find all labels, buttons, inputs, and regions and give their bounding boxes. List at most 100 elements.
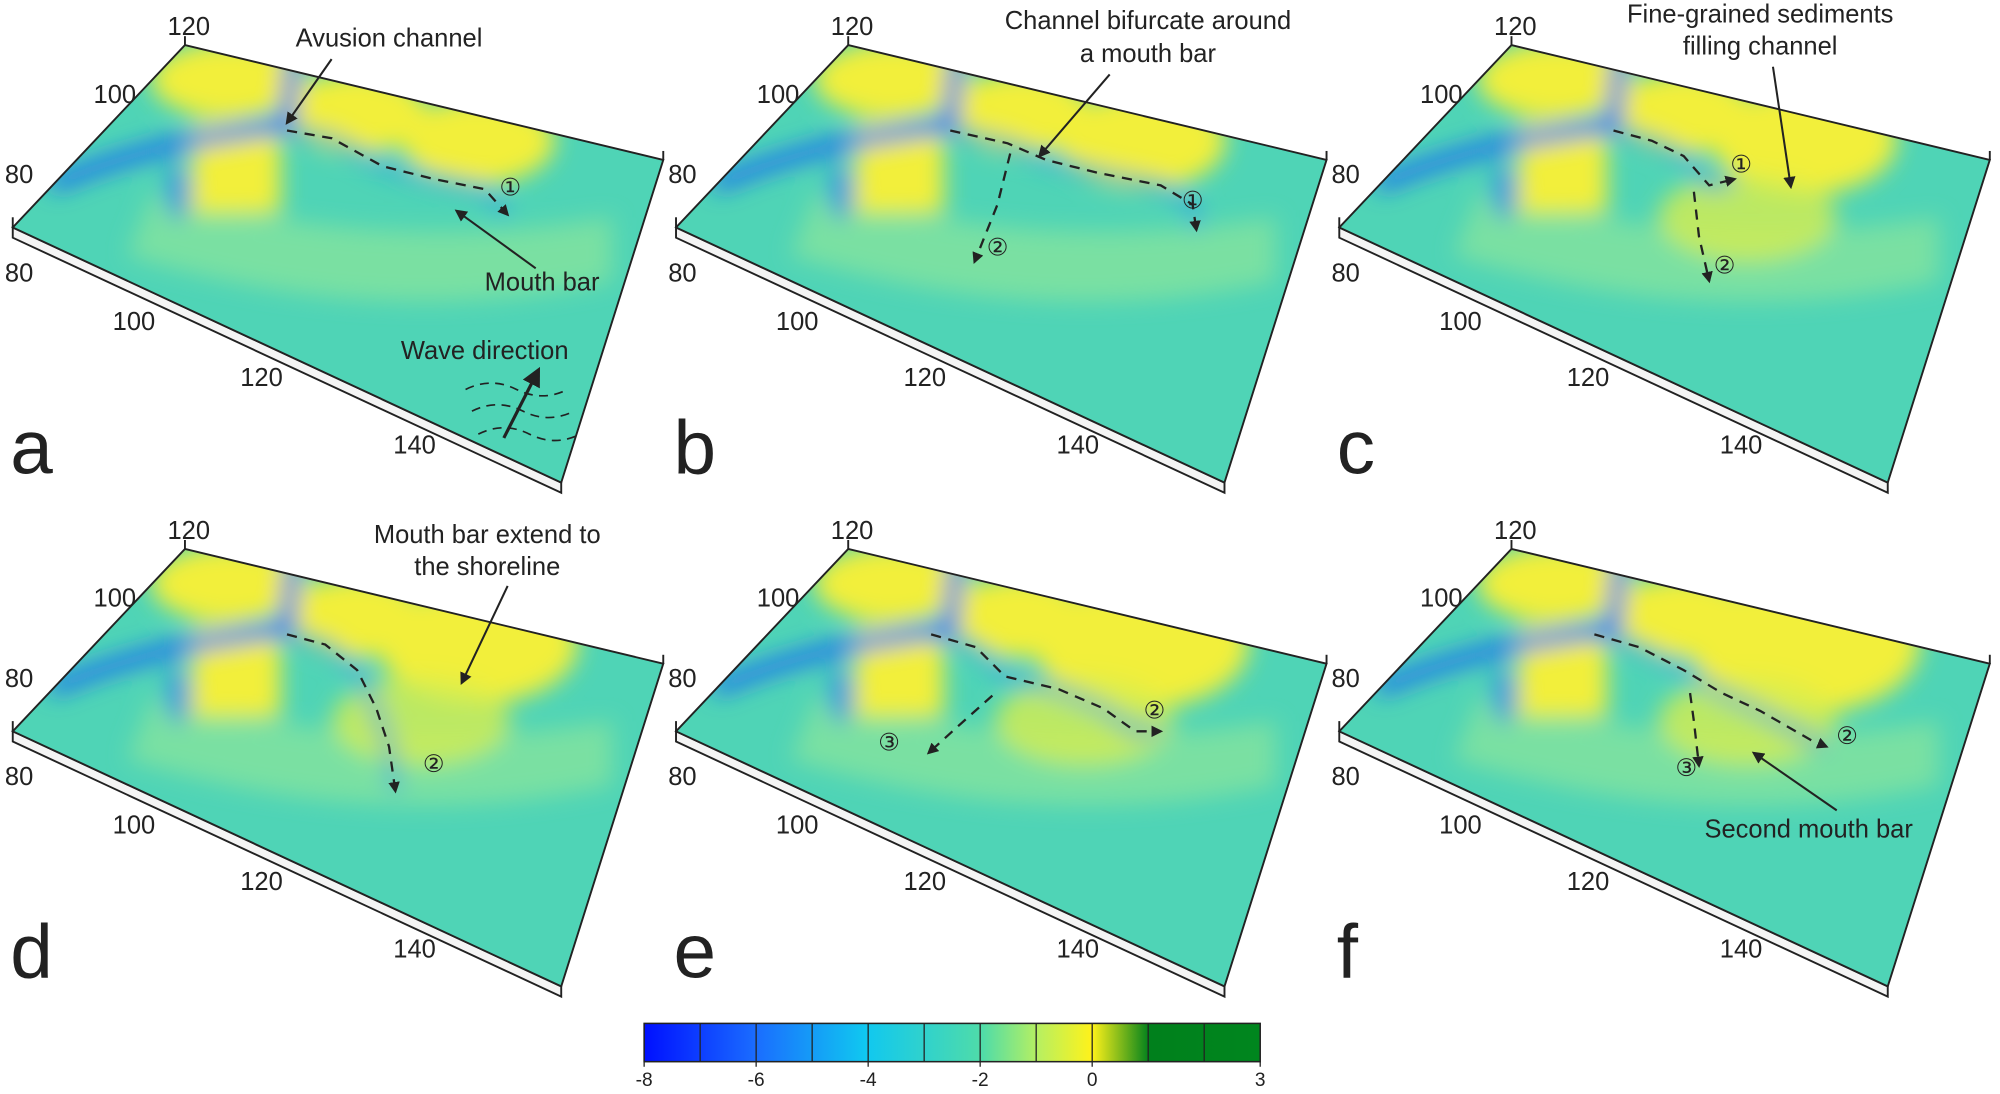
depth-tick-label: 120 bbox=[1494, 13, 1537, 41]
lagoon bbox=[1492, 667, 1518, 724]
panel: 120 100 80 80 100 120 140 a Avusion channel Mouth… bbox=[5, 13, 665, 495]
channel bbox=[47, 57, 301, 193]
depth-tick-label: 100 bbox=[757, 81, 800, 109]
channel-marker: ③ bbox=[878, 729, 900, 756]
annotation: Wave direction bbox=[401, 337, 569, 365]
front-tick-label: 120 bbox=[903, 868, 946, 896]
panel-letter: c bbox=[1337, 405, 1375, 490]
channel bbox=[711, 57, 965, 193]
channel-marker: ① bbox=[1182, 187, 1204, 214]
front-tick-label: 80 bbox=[5, 259, 33, 287]
depth-tick-label: 80 bbox=[668, 161, 696, 189]
depth-tick-label: 120 bbox=[831, 13, 874, 41]
depth-tick-label: 100 bbox=[1420, 81, 1463, 109]
wave-line bbox=[471, 403, 575, 419]
wave-line bbox=[477, 426, 581, 442]
depth-tick-label: 80 bbox=[1331, 665, 1359, 693]
flow-arrow bbox=[1692, 191, 1713, 284]
wave-line bbox=[465, 382, 568, 397]
front-tick-label: 100 bbox=[776, 812, 819, 840]
depth-tick-label: 120 bbox=[1494, 517, 1537, 545]
front-tick-label: 100 bbox=[113, 812, 156, 840]
frame bbox=[1337, 547, 1992, 988]
surface bbox=[12, 548, 664, 987]
channel-marker: ② bbox=[987, 235, 1009, 262]
frame bbox=[674, 44, 1328, 484]
front-tick-label: 140 bbox=[393, 432, 436, 460]
annotation: a mouth bar bbox=[1080, 40, 1217, 68]
channel bbox=[285, 628, 402, 793]
front-tick-label: 80 bbox=[1331, 259, 1359, 287]
surface bbox=[1339, 548, 1990, 987]
frame bbox=[674, 547, 1328, 988]
blobs bbox=[1374, 548, 1939, 806]
colorbar-tick-label: -2 bbox=[972, 1070, 989, 1091]
panel-letter: a bbox=[10, 405, 53, 490]
frame bbox=[11, 547, 665, 988]
front-tick-label: 100 bbox=[1439, 812, 1482, 840]
channel-marker: ② bbox=[423, 751, 445, 778]
front-tick-label: 140 bbox=[1720, 432, 1763, 460]
lagoon bbox=[829, 163, 855, 220]
front-tick-label: 140 bbox=[393, 935, 436, 963]
front-tick-label: 80 bbox=[5, 763, 33, 791]
light-zone bbox=[127, 191, 613, 302]
annotation-arrow bbox=[285, 58, 333, 125]
front-tick-label: 80 bbox=[668, 763, 696, 791]
panel-letter: b bbox=[673, 405, 716, 490]
front-tick-label: 120 bbox=[240, 364, 283, 392]
channel bbox=[1374, 560, 1628, 697]
channel bbox=[1374, 57, 1628, 193]
depth-tick-label: 120 bbox=[831, 517, 874, 545]
panel-letter: d bbox=[10, 909, 53, 994]
annotation-arrow bbox=[1771, 66, 1796, 190]
front-tick-label: 80 bbox=[1331, 763, 1359, 791]
front-tick-label: 100 bbox=[113, 308, 156, 336]
annotation: Avusion channel bbox=[296, 25, 483, 53]
annotation-arrow bbox=[1037, 73, 1111, 158]
annotation: the shoreline bbox=[414, 553, 560, 581]
depth-tick-label: 80 bbox=[5, 665, 33, 693]
lagoon bbox=[1492, 163, 1518, 220]
annotation: Fine-grained sediments bbox=[1627, 0, 1893, 28]
bar bbox=[331, 676, 511, 766]
front-tick-label: 120 bbox=[1567, 364, 1610, 392]
annotation: Channel bifurcate around bbox=[1005, 7, 1291, 35]
annotation: Second mouth bar bbox=[1704, 816, 1913, 844]
frame bbox=[11, 44, 665, 484]
flow-arrow bbox=[1688, 692, 1704, 769]
colorbar-tick-label: 0 bbox=[1087, 1070, 1098, 1091]
depth-tick-label: 100 bbox=[94, 585, 137, 613]
depth-tick-label: 80 bbox=[668, 665, 696, 693]
depth-tick-label: 100 bbox=[757, 585, 800, 613]
front-tick-label: 140 bbox=[1057, 432, 1100, 460]
frame bbox=[1337, 44, 1992, 484]
flow-arrow bbox=[930, 633, 1164, 738]
depth-tick-label: 120 bbox=[168, 517, 211, 545]
flow-arrow bbox=[286, 129, 510, 217]
lagoon bbox=[165, 163, 192, 220]
front-tick-label: 140 bbox=[1720, 935, 1763, 963]
front-tick-label: 140 bbox=[1057, 935, 1100, 963]
front-tick-label: 80 bbox=[668, 259, 696, 287]
channel bbox=[47, 560, 301, 697]
colorbar-tick-label: -8 bbox=[636, 1070, 653, 1091]
flow-arrow bbox=[926, 694, 994, 755]
annotation: Mouth bar extend to bbox=[374, 521, 601, 549]
channel bbox=[711, 560, 965, 697]
lagoon bbox=[165, 667, 192, 724]
light-zone bbox=[790, 191, 1276, 302]
panel-letter: e bbox=[673, 909, 716, 994]
colorbar-tick-label: 3 bbox=[1255, 1070, 1266, 1091]
channel-marker: ② bbox=[1836, 723, 1858, 750]
front-tick-label: 120 bbox=[1567, 868, 1610, 896]
panel: 120 100 80 80 100 120 140 e ② ③ bbox=[668, 517, 1328, 999]
bar bbox=[1658, 172, 1837, 262]
channel-marker: ② bbox=[1714, 252, 1736, 279]
channel-marker: ① bbox=[499, 175, 521, 202]
panel: 120 100 80 80 100 120 140 d Mouth bar extend to t… bbox=[5, 517, 665, 999]
flow-arrow bbox=[972, 153, 1012, 265]
channel-marker: ① bbox=[1730, 152, 1752, 179]
panel: 120 100 80 80 100 120 140 f Second mouth bar ② ③ bbox=[1331, 517, 1992, 999]
